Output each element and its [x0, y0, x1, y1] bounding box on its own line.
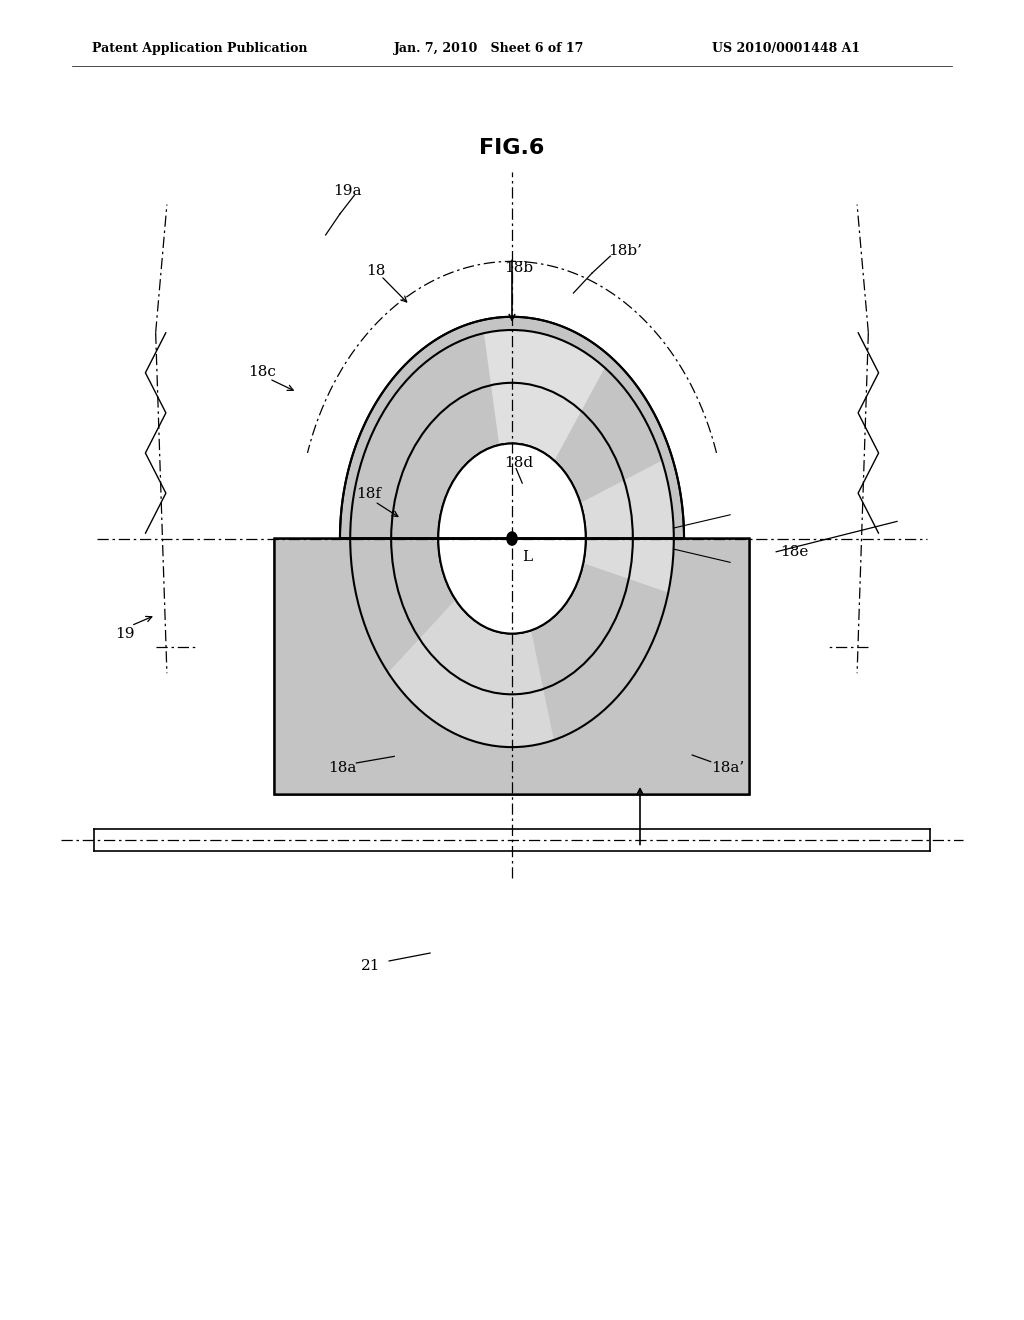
Polygon shape	[274, 317, 750, 795]
Text: 19a: 19a	[333, 185, 361, 198]
Text: 18a: 18a	[328, 762, 356, 775]
Circle shape	[350, 330, 674, 747]
Text: 18b: 18b	[504, 261, 532, 275]
Text: 18a’: 18a’	[711, 762, 743, 775]
Circle shape	[438, 444, 586, 634]
Text: 18f: 18f	[356, 487, 381, 500]
Text: US 2010/0001448 A1: US 2010/0001448 A1	[712, 42, 860, 55]
Text: 21: 21	[360, 960, 381, 973]
Text: 18d: 18d	[504, 457, 532, 470]
Text: 19: 19	[115, 627, 134, 640]
Text: L: L	[522, 550, 532, 564]
Text: Patent Application Publication: Patent Application Publication	[92, 42, 307, 55]
Wedge shape	[388, 599, 554, 747]
Circle shape	[507, 532, 517, 545]
Text: 18c: 18c	[248, 366, 275, 379]
Text: 18e: 18e	[780, 545, 809, 558]
Wedge shape	[581, 461, 674, 593]
Text: 18: 18	[367, 264, 386, 277]
Text: FIG.6: FIG.6	[479, 137, 545, 158]
Wedge shape	[484, 330, 605, 461]
Text: 18b’: 18b’	[608, 244, 642, 257]
Circle shape	[438, 444, 586, 634]
Text: Jan. 7, 2010   Sheet 6 of 17: Jan. 7, 2010 Sheet 6 of 17	[394, 42, 585, 55]
